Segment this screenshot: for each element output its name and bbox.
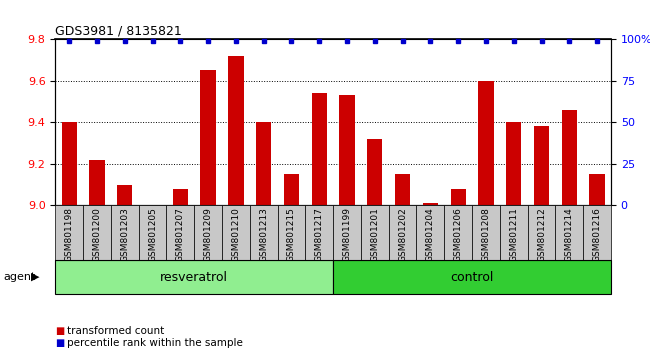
Text: GSM801211: GSM801211	[509, 207, 518, 262]
Text: GSM801208: GSM801208	[482, 207, 491, 262]
Bar	[284, 174, 299, 205]
Bar	[333, 205, 361, 260]
Text: control: control	[450, 270, 494, 284]
Bar	[333, 260, 611, 294]
Bar	[256, 122, 271, 205]
Bar	[166, 205, 194, 260]
Bar	[367, 139, 382, 205]
Bar	[339, 95, 355, 205]
Bar	[590, 174, 605, 205]
Text: GSM801200: GSM801200	[92, 207, 101, 262]
Bar	[534, 126, 549, 205]
Bar	[278, 205, 306, 260]
Text: GSM801203: GSM801203	[120, 207, 129, 262]
Bar	[450, 189, 466, 205]
Bar	[422, 203, 438, 205]
Bar	[528, 205, 556, 260]
Text: GSM801205: GSM801205	[148, 207, 157, 262]
Text: GSM801201: GSM801201	[370, 207, 380, 262]
Bar	[200, 70, 216, 205]
Text: GSM801210: GSM801210	[231, 207, 240, 262]
Text: ■: ■	[55, 338, 64, 348]
Text: GSM801204: GSM801204	[426, 207, 435, 262]
Bar	[173, 189, 188, 205]
Text: GSM801216: GSM801216	[593, 207, 602, 262]
Bar	[472, 205, 500, 260]
Text: GSM801209: GSM801209	[203, 207, 213, 262]
Text: agent: agent	[3, 272, 36, 282]
Bar	[506, 122, 521, 205]
Bar	[555, 205, 583, 260]
Text: resveratrol: resveratrol	[160, 270, 228, 284]
Bar	[138, 205, 166, 260]
Bar	[62, 122, 77, 205]
Bar	[228, 56, 244, 205]
Bar	[562, 110, 577, 205]
Bar	[417, 205, 445, 260]
Bar	[89, 160, 105, 205]
Text: GSM801215: GSM801215	[287, 207, 296, 262]
Text: GSM801214: GSM801214	[565, 207, 574, 262]
Bar	[500, 205, 528, 260]
Text: GSM801207: GSM801207	[176, 207, 185, 262]
Text: percentile rank within the sample: percentile rank within the sample	[67, 338, 243, 348]
Bar	[306, 205, 333, 260]
Text: ▶: ▶	[31, 272, 40, 282]
Bar	[194, 205, 222, 260]
Bar	[55, 260, 333, 294]
Bar	[583, 205, 611, 260]
Bar	[117, 184, 133, 205]
Bar	[55, 205, 83, 260]
Text: ■: ■	[55, 326, 64, 336]
Text: GSM801213: GSM801213	[259, 207, 268, 262]
Bar	[311, 93, 327, 205]
Bar	[395, 174, 410, 205]
Text: GSM801212: GSM801212	[537, 207, 546, 262]
Bar	[83, 205, 111, 260]
Bar	[222, 205, 250, 260]
Text: GSM801206: GSM801206	[454, 207, 463, 262]
Text: GSM801217: GSM801217	[315, 207, 324, 262]
Bar	[478, 81, 493, 205]
Bar	[361, 205, 389, 260]
Text: GSM801202: GSM801202	[398, 207, 407, 262]
Text: transformed count: transformed count	[67, 326, 164, 336]
Text: GDS3981 / 8135821: GDS3981 / 8135821	[55, 25, 182, 38]
Bar	[111, 205, 138, 260]
Bar	[389, 205, 417, 260]
Bar	[445, 205, 472, 260]
Bar	[250, 205, 278, 260]
Text: GSM801199: GSM801199	[343, 207, 352, 262]
Text: GSM801198: GSM801198	[64, 207, 73, 262]
